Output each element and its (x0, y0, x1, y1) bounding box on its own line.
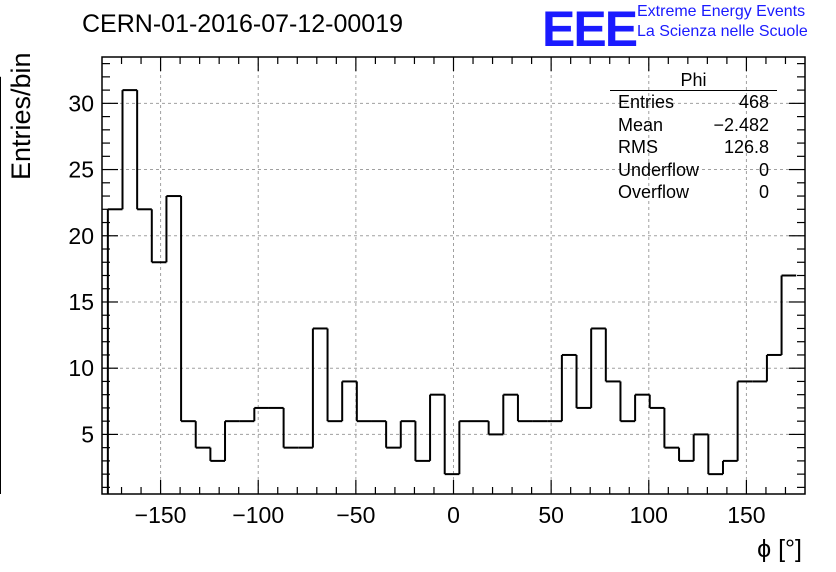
stats-label: Entries (618, 92, 675, 112)
logo-line-2: La Scienza nelle Scuole (637, 23, 808, 40)
x-tick-label: 100 (630, 502, 668, 528)
chart-title: CERN-01-2016-07-12-00019 (82, 10, 404, 38)
y-tick-label: 20 (68, 223, 94, 249)
x-tick-label: 150 (727, 502, 765, 528)
eee-logo: EEE (542, 1, 638, 57)
y-tick-label: 30 (68, 90, 94, 116)
stats-label: Overflow (618, 182, 690, 203)
stats-label: RMS (618, 137, 658, 158)
logo-line-1: Extreme Energy Events (637, 3, 806, 20)
x-tick-label: −100 (232, 502, 284, 528)
stats-title: Phi (610, 70, 777, 91)
y-tick-label: 5 (81, 421, 94, 447)
y-tick-label: 25 (68, 157, 94, 183)
x-tick-label: −150 (135, 502, 187, 528)
stats-value: 468 (738, 92, 769, 112)
stats-row: Overflow 0 (610, 181, 777, 204)
stats-label: Underflow (618, 159, 700, 180)
x-axis-label: ϕ [°] (757, 535, 802, 563)
stats-row: Entries 468 (610, 91, 777, 114)
y-tick-label: 15 (68, 289, 94, 315)
stats-value: 0 (758, 159, 769, 180)
stats-label: Mean (618, 114, 664, 135)
axis-ticks (102, 57, 805, 494)
y-tick-label: 10 (68, 355, 94, 381)
y-axis-label: Entries/bin (6, 52, 36, 180)
axis-tick-labels: −150 −100 −50 0 50 100 150 5 10 15 20 25 30 (68, 90, 765, 528)
x-tick-label: −50 (336, 502, 375, 528)
stats-value: 126.8 (723, 137, 769, 158)
stats-row: Underflow 0 (610, 159, 777, 182)
stats-value: −2.482 (713, 114, 769, 135)
x-tick-label: 0 (447, 502, 460, 528)
grid-lines (102, 57, 805, 494)
stats-row: Mean −2.482 (610, 114, 777, 137)
histogram-bins (0, 76, 797, 494)
stats-box: Phi Entries 468 Mean −2.482 RMS 126.8 Under… (610, 70, 777, 204)
x-tick-label: 50 (538, 502, 564, 528)
stats-row: RMS 126.8 (610, 136, 777, 159)
stats-value: 0 (758, 182, 769, 203)
